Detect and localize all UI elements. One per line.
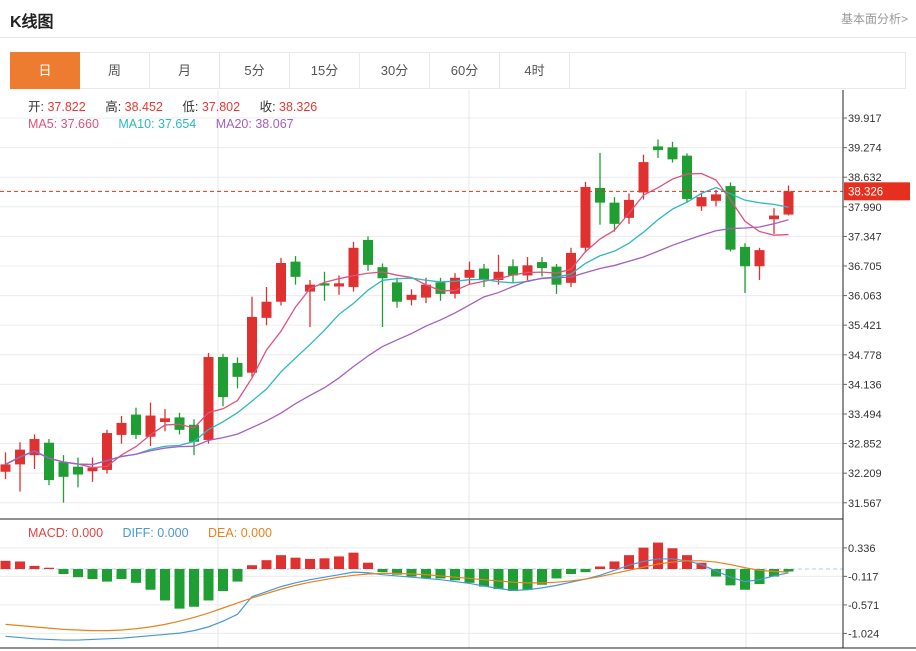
svg-text:-0.117: -0.117	[848, 571, 878, 583]
svg-text:36.063: 36.063	[848, 291, 882, 303]
svg-text:37.347: 37.347	[848, 231, 882, 243]
tab-month[interactable]: 月	[150, 53, 220, 88]
macd-legend: MACD: 0.000 DIFF: 0.000 DEA: 0.000	[28, 526, 288, 540]
svg-text:34.778: 34.778	[848, 350, 882, 362]
svg-text:35.421: 35.421	[848, 320, 882, 332]
ma-legend: MA5: 37.660 MA10: 37.654 MA20: 38.067	[28, 117, 310, 131]
svg-text:32.852: 32.852	[848, 439, 882, 451]
svg-text:39.917: 39.917	[848, 113, 882, 125]
svg-text:31.567: 31.567	[848, 498, 882, 510]
dea-value: 0.000	[240, 526, 272, 540]
svg-text:-1.024: -1.024	[848, 628, 879, 640]
tab-4hour[interactable]: 4时	[500, 53, 570, 88]
svg-text:33.494: 33.494	[848, 409, 882, 421]
fundamental-analysis-link[interactable]: 基本面分析>	[840, 12, 908, 26]
ma10-label: MA10:	[118, 117, 155, 131]
ma20-value: 38.067	[255, 117, 294, 131]
tab-15min[interactable]: 15分	[290, 53, 360, 88]
tab-5min[interactable]: 5分	[220, 53, 290, 88]
ma10-value: 37.654	[158, 117, 197, 131]
ohlc-legend: 开: 37.822 高: 38.452 低: 37.802 收: 38.326	[28, 96, 333, 115]
tab-60min[interactable]: 60分	[430, 53, 500, 88]
close-value: 38.326	[279, 100, 318, 114]
macd-value: 0.000	[71, 526, 104, 540]
high-label: 高:	[105, 100, 122, 114]
ma5-label: MA5:	[28, 117, 58, 131]
low-label: 低:	[182, 100, 199, 114]
period-tabbar: 日 周 月 5分 15分 30分 60分 4时	[10, 52, 906, 89]
tab-week[interactable]: 周	[80, 53, 150, 88]
svg-text:39.274: 39.274	[848, 143, 882, 155]
svg-text:37.990: 37.990	[848, 202, 882, 214]
svg-text:34.136: 34.136	[848, 379, 882, 391]
low-value: 37.802	[201, 100, 241, 114]
macd-label: MACD:	[28, 526, 69, 540]
open-value: 37.822	[47, 100, 86, 114]
diff-value: 0.000	[157, 526, 189, 540]
svg-text:38.326: 38.326	[848, 186, 883, 198]
page-title: K线图	[10, 14, 54, 31]
ma20-label: MA20:	[215, 117, 252, 131]
open-label: 开:	[28, 100, 44, 114]
ma5-value: 37.660	[60, 117, 99, 131]
svg-text:38.632: 38.632	[848, 172, 882, 184]
header-divider	[0, 37, 916, 38]
dea-label: DEA:	[208, 526, 238, 540]
high-value: 38.452	[124, 100, 163, 114]
svg-text:0.336: 0.336	[848, 543, 876, 555]
tab-30min[interactable]: 30分	[360, 53, 430, 88]
close-label: 收:	[259, 100, 276, 114]
tab-day[interactable]: 日	[10, 52, 80, 89]
svg-text:32.209: 32.209	[848, 468, 882, 480]
svg-text:36.705: 36.705	[848, 261, 882, 273]
diff-label: DIFF:	[122, 526, 154, 540]
svg-text:-0.571: -0.571	[848, 600, 879, 612]
